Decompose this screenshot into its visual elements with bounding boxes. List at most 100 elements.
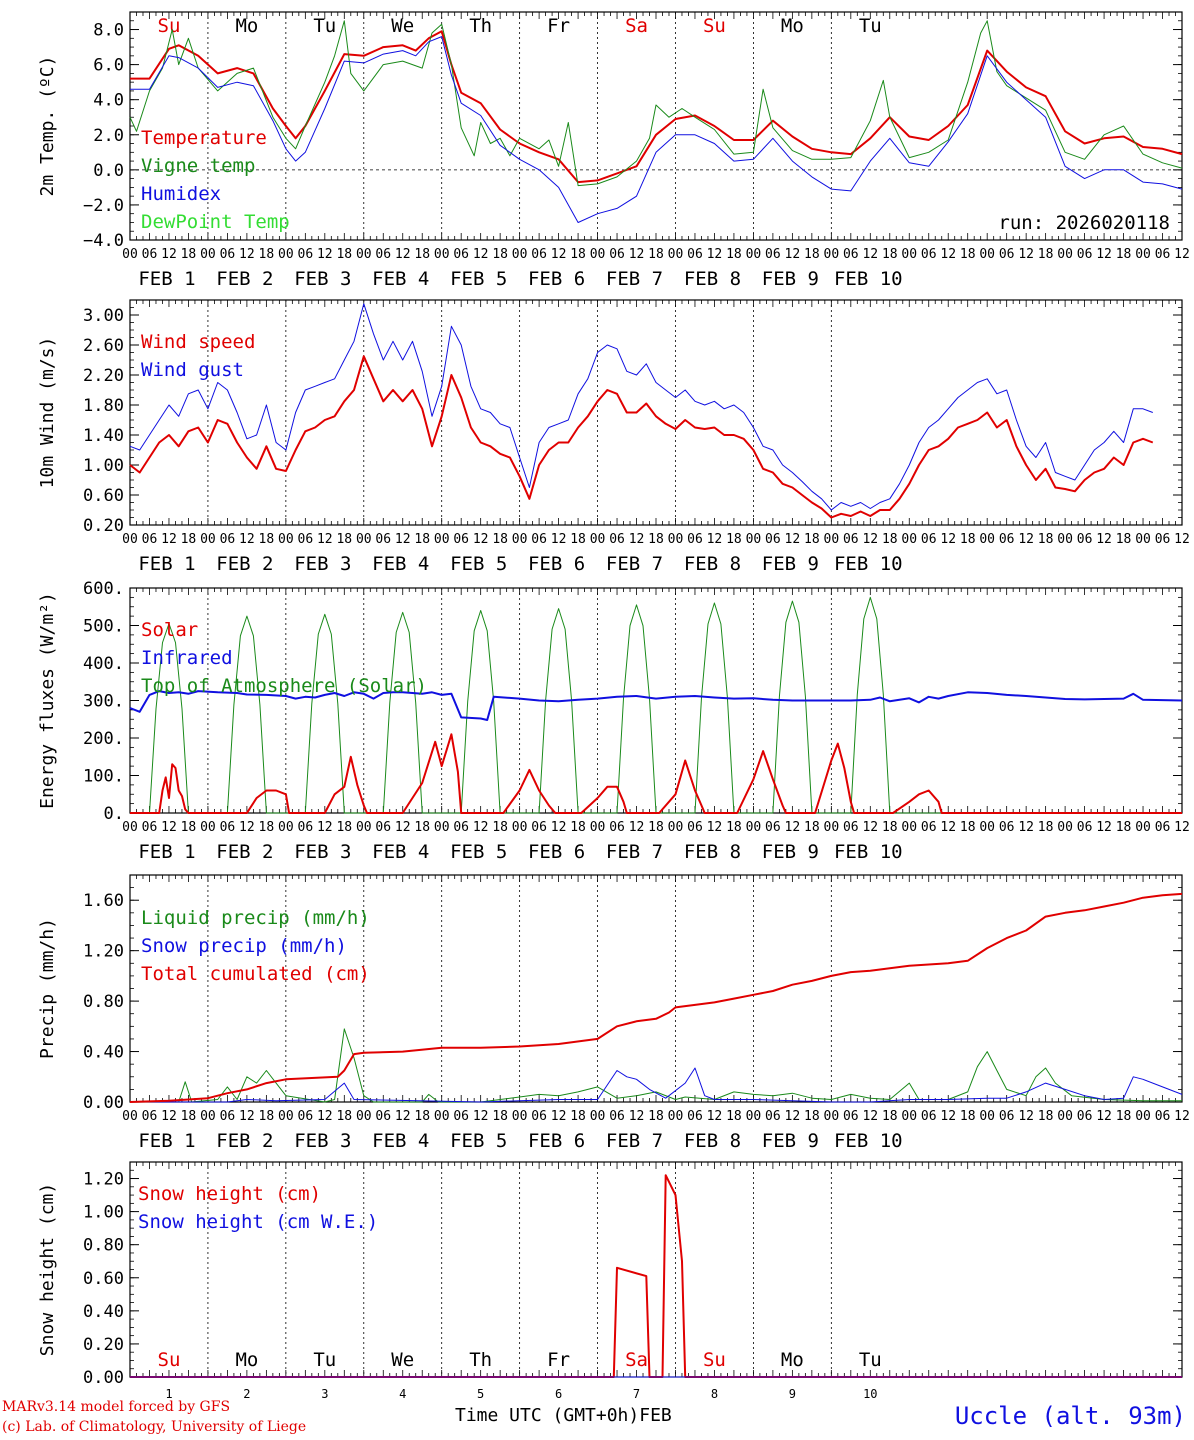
x-hour-label: 12 [1018,820,1034,835]
legend-item: Snow precip (mm/h) [141,935,347,957]
series-liquid-precip-mm-h- [130,1028,1182,1103]
x-hour-label: 06 [1155,532,1171,547]
x-hour-label: 00 [356,1109,372,1124]
x-day-label: FEB 2 [216,841,273,863]
x-hour-label: 12 [161,1109,177,1124]
x-hour-label: 12 [161,820,177,835]
y-tick-label: 0.40 [83,1302,124,1322]
x-hour-label: 12 [1018,1109,1034,1124]
x-hour-label: 18 [336,247,352,262]
x-hour-label: 00 [746,247,762,262]
x-hour-label: 06 [843,820,859,835]
x-day-label: FEB 2 [216,268,273,290]
y-tick-label: 0.20 [83,516,124,536]
x-day-label: FEB 9 [762,553,819,575]
x-day-number: 1 [165,1387,172,1401]
x-hour-label: 06 [531,532,547,547]
series-infrared [129,690,1183,721]
x-day-label: FEB 9 [762,1130,819,1152]
x-hour-label: 00 [434,532,450,547]
y-tick-label: 1.20 [83,1170,124,1190]
y-tick-label: 4.0 [93,91,124,111]
x-hour-label: 12 [473,820,489,835]
y-tick-label: 300. [83,692,124,712]
x-hour-label: 18 [181,1109,197,1124]
x-day-label: FEB 2 [216,1130,273,1152]
x-day-number: 10 [863,1387,877,1401]
y-tick-label: 500. [83,617,124,637]
x-hour-label: 06 [1155,1109,1171,1124]
x-hour-label: 06 [609,247,625,262]
weekday-label: Fr [547,15,570,37]
y-tick-label: 0.0 [93,161,124,181]
x-day-number: 9 [789,1387,796,1401]
x-hour-label: 06 [687,532,703,547]
x-hour-label: 18 [1038,1109,1054,1124]
x-day-label: FEB 6 [528,268,585,290]
x-hour-label: 18 [414,532,430,547]
x-hour-label: 00 [200,247,216,262]
x-hour-label: 12 [395,820,411,835]
x-day-label: FEB 4 [372,1130,429,1152]
x-hour-label: 00 [122,247,138,262]
x-day-label: FEB 8 [684,553,741,575]
x-hour-label: 12 [862,1109,878,1124]
x-hour-label: 06 [220,532,236,547]
x-hour-label: 00 [278,820,294,835]
x-hour-label: 00 [746,820,762,835]
x-day-label: FEB 3 [294,841,351,863]
x-hour-label: 00 [200,820,216,835]
x-hour-label: 00 [668,247,684,262]
series-wind-speed [129,355,1154,519]
x-hour-label: 12 [551,532,567,547]
x-hour-label: 00 [1135,1109,1151,1124]
x-hour-label: 12 [940,247,956,262]
x-hour-label: 00 [901,247,917,262]
y-tick-label: 100. [83,767,124,787]
x-hour-label: 12 [1174,820,1190,835]
y-tick-label: 1.80 [83,396,124,416]
x-hour-label: 06 [142,820,158,835]
x-hour-label: 18 [492,532,508,547]
plot-frame [129,299,1183,526]
x-hour-label: 18 [492,1109,508,1124]
x-hour-label: 00 [122,1109,138,1124]
x-hour-label: 18 [492,247,508,262]
x-hour-label: 00 [434,247,450,262]
x-hour-label: 18 [726,1109,742,1124]
x-hour-label: 06 [921,247,937,262]
x-hour-label: 12 [862,247,878,262]
legend-item: Vigne temp [141,155,255,177]
x-hour-label: 12 [239,247,255,262]
model-credit: MARv3.14 model forced by GFS [2,1399,231,1415]
x-day-label: FEB 4 [372,841,429,863]
x-hour-label: 18 [960,1109,976,1124]
plot-frame [129,587,1183,814]
x-hour-label: 18 [259,247,275,262]
x-hour-label: 18 [648,820,664,835]
x-hour-label: 12 [707,1109,723,1124]
x-hour-label: 12 [1018,532,1034,547]
weekday-label: Sa [625,15,648,37]
x-hour-label: 18 [336,1109,352,1124]
x-day-number: 4 [399,1387,406,1401]
x-hour-label: 00 [434,820,450,835]
x-hour-label: 06 [220,1109,236,1124]
x-day-label: FEB 5 [450,553,507,575]
x-hour-label: 00 [278,1109,294,1124]
y-tick-label: 2.20 [83,366,124,386]
x-day-number: 5 [477,1387,484,1401]
x-hour-label: 12 [707,532,723,547]
x-day-label: FEB 8 [684,1130,741,1152]
plot-frame [129,11,1183,241]
y-tick-label: 1.60 [83,891,124,911]
x-hour-label: 12 [161,532,177,547]
x-day-label: FEB 7 [606,841,663,863]
x-hour-label: 18 [1116,532,1132,547]
series-snow-height-cm- [130,1174,1182,1378]
x-hour-label: 06 [453,532,469,547]
x-day-label: FEB 4 [372,268,429,290]
x-hour-label: 12 [862,820,878,835]
